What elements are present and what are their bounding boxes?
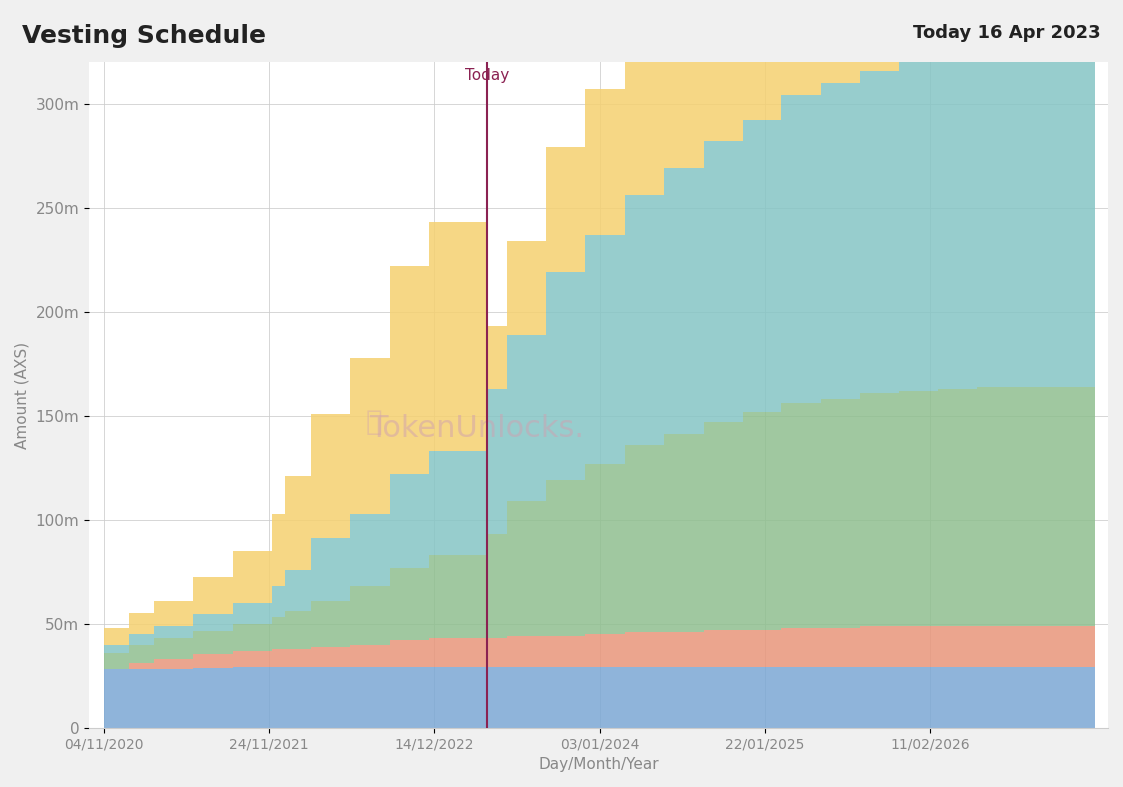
Text: Today 16 Apr 2023: Today 16 Apr 2023	[913, 24, 1101, 42]
Y-axis label: Amount (AXS): Amount (AXS)	[15, 342, 30, 449]
Text: 🔒: 🔒	[366, 408, 383, 435]
Text: Vesting Schedule: Vesting Schedule	[22, 24, 266, 47]
Text: Today: Today	[465, 68, 510, 83]
Text: TokenUnlocks.: TokenUnlocks.	[368, 414, 584, 443]
X-axis label: Day/Month/Year: Day/Month/Year	[538, 757, 659, 772]
